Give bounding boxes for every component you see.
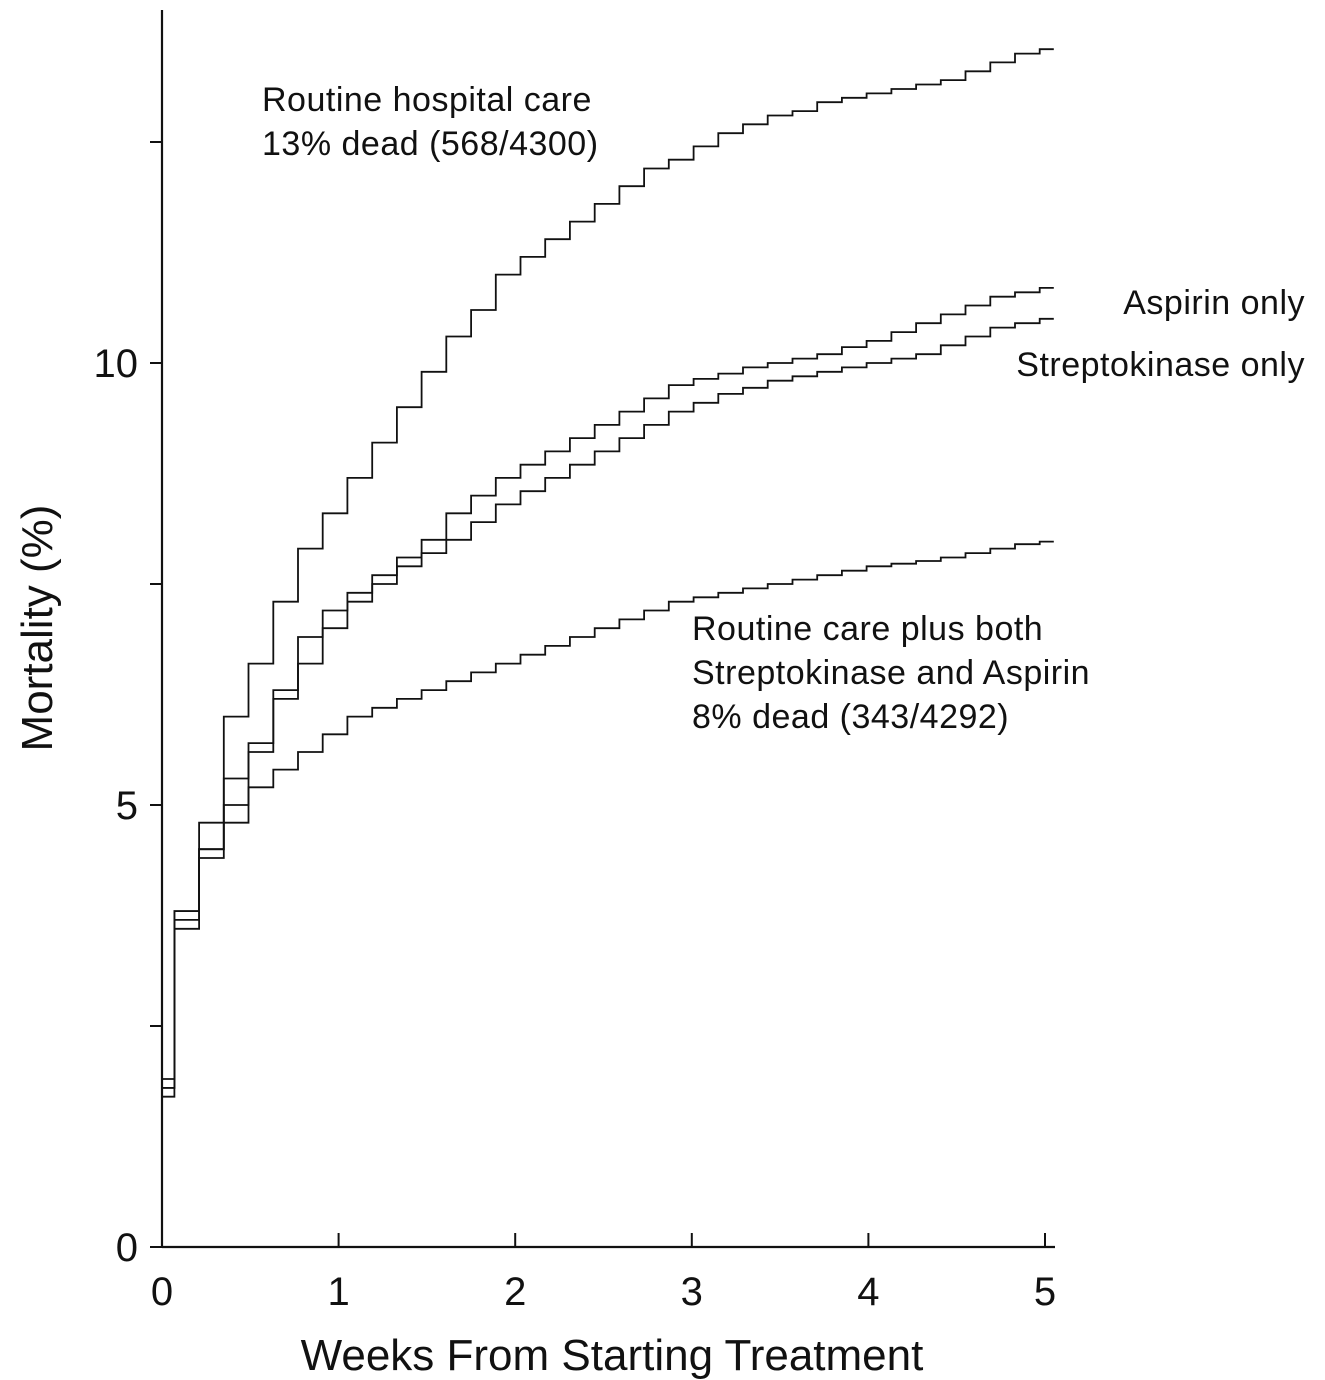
annotation-both-line-1: Routine care plus both xyxy=(692,610,1043,648)
x-tick-label-5: 5 xyxy=(1034,1270,1056,1314)
axes xyxy=(160,10,1055,1249)
y-tick-label-0: 0 xyxy=(116,1226,138,1270)
annotations: Routine hospital care 13% dead (568/4300… xyxy=(262,81,1305,736)
annotation-streptokinase-only: Streptokinase only xyxy=(1016,346,1305,384)
annotation-both-treatments: Routine care plus both Streptokinase and… xyxy=(692,610,1100,736)
series-group xyxy=(162,48,1054,1098)
x-tick-label-2: 2 xyxy=(504,1270,526,1314)
x-tick-label-3: 3 xyxy=(681,1270,703,1314)
x-tick-label-1: 1 xyxy=(327,1270,349,1314)
y-tick-label-2: 5 xyxy=(116,784,138,828)
x-tick-label-0: 0 xyxy=(151,1270,173,1314)
annotation-aspirin-only: Aspirin only xyxy=(1123,284,1305,322)
annotation-aspirin-only-line-1: Aspirin only xyxy=(1123,284,1305,322)
y-tick-label-4: 10 xyxy=(94,342,139,386)
series-line-3 xyxy=(162,540,1054,1089)
annotation-routine-care-line-2: 13% dead (568/4300) xyxy=(262,125,599,163)
annotation-both-line-2: Streptokinase and Aspirin xyxy=(692,654,1090,692)
series-line-0 xyxy=(162,48,1054,1098)
annotation-routine-care: Routine hospital care 13% dead (568/4300… xyxy=(262,81,602,163)
x-tick-label-4: 4 xyxy=(857,1270,879,1314)
series-line-1 xyxy=(162,287,1054,1080)
y-axis-title: Mortality (%) xyxy=(13,505,62,752)
annotation-streptokinase-only-line-1: Streptokinase only xyxy=(1016,346,1305,384)
ticks: 0 1 2 3 4 5 0 5 10 xyxy=(94,141,1056,1314)
x-axis-title: Weeks From Starting Treatment xyxy=(301,1331,924,1380)
annotation-both-line-3: 8% dead (343/4292) xyxy=(692,698,1009,736)
series-line-2 xyxy=(162,317,1054,1089)
annotation-routine-care-line-1: Routine hospital care xyxy=(262,81,592,119)
